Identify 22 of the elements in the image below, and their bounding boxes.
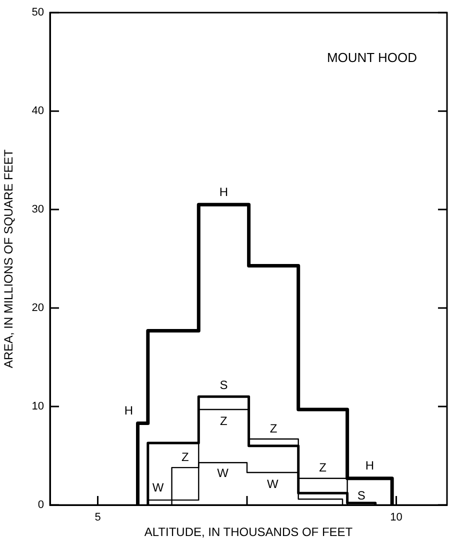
text: Z xyxy=(270,421,278,436)
y-axis-title: AREA, IN MILLIONS OF SQUARE FEET xyxy=(2,148,16,368)
text: Z xyxy=(182,450,189,464)
y-tick-label: 50 xyxy=(32,6,44,19)
series-label: H xyxy=(219,184,228,199)
y-tick-label: 30 xyxy=(32,204,44,216)
x-axis-title: ALTITUDE, IN THOUSANDS OF FEET xyxy=(144,525,354,540)
y-tick-label: 10 xyxy=(32,400,44,413)
y-tick-label: 20 xyxy=(32,302,44,314)
annotation: MOUNT HOOD xyxy=(326,50,417,66)
y-tick-label: 0 xyxy=(38,499,44,512)
text: H xyxy=(124,404,134,418)
x-tick-label: 5 xyxy=(94,512,101,524)
text: W xyxy=(152,480,164,494)
series-label: W xyxy=(217,466,230,480)
series-label: Z xyxy=(319,460,326,475)
text: S xyxy=(220,378,228,392)
text: H xyxy=(365,458,374,473)
y-tick-label: 40 xyxy=(32,105,44,118)
text: Z xyxy=(220,414,228,428)
series-label: S xyxy=(357,488,366,502)
text: W xyxy=(267,476,278,491)
